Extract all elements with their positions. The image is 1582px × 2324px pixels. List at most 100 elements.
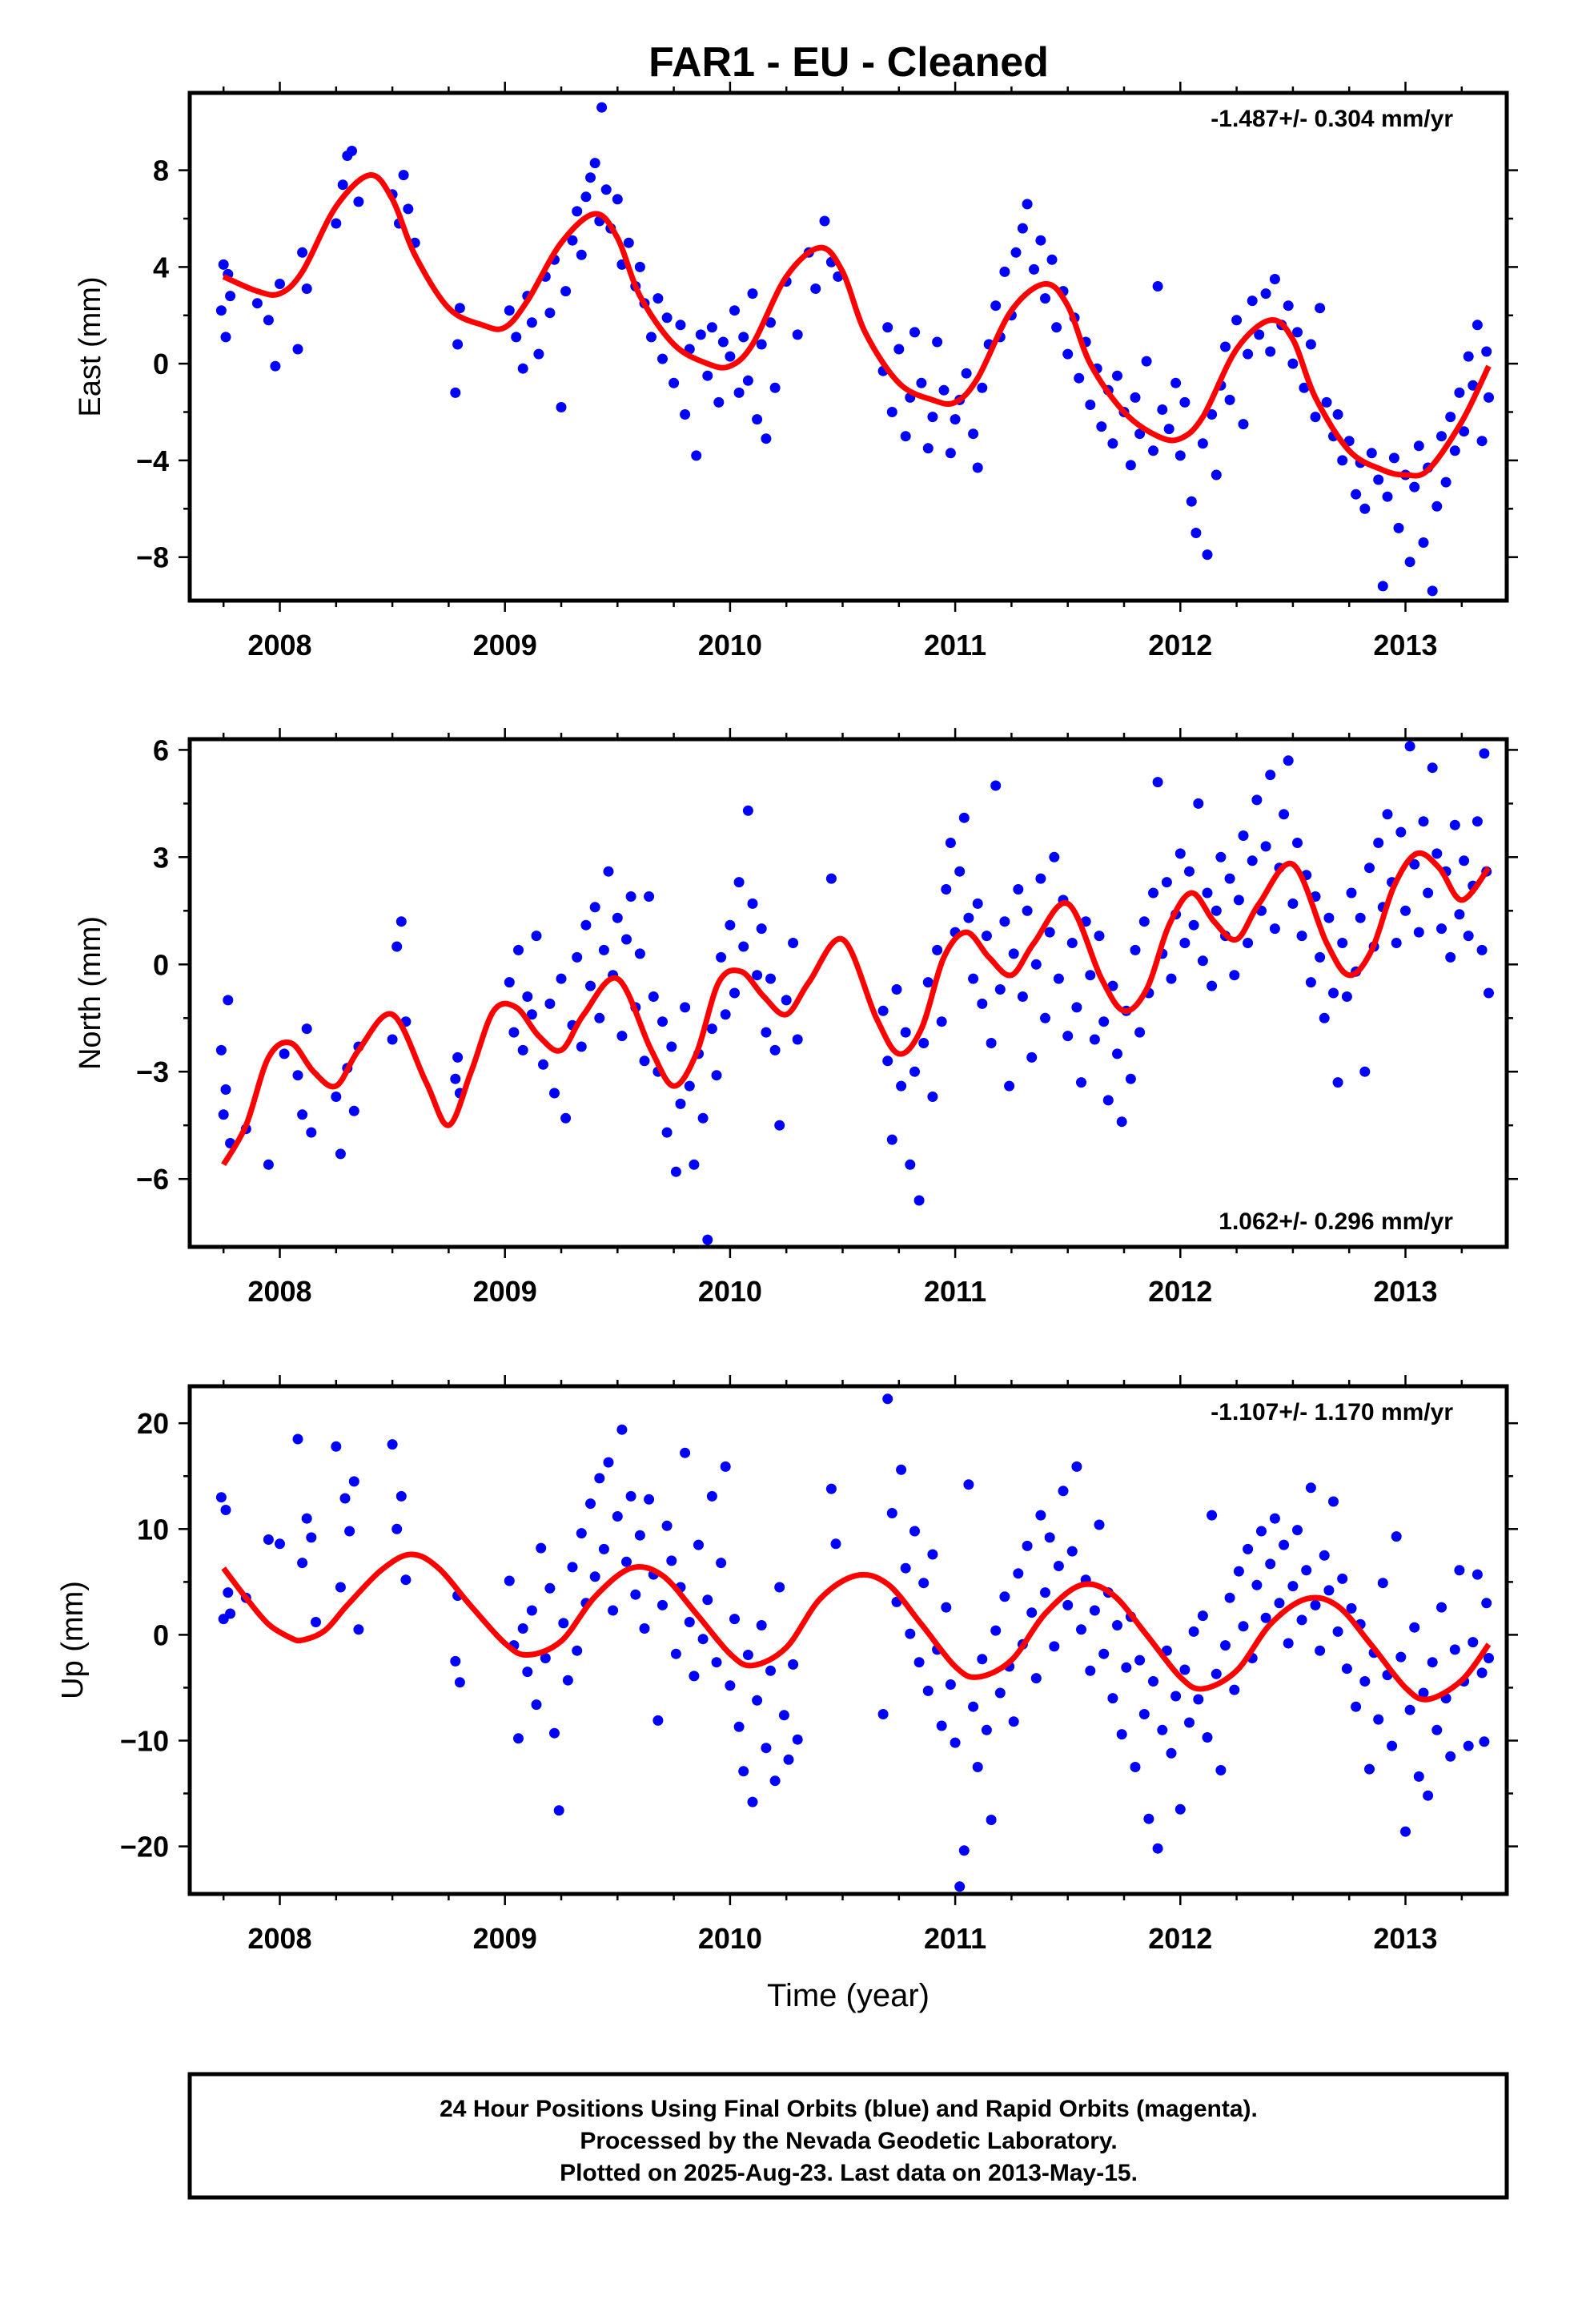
- data-point: [720, 1461, 731, 1472]
- data-point: [941, 1602, 952, 1613]
- data-point: [558, 1618, 569, 1629]
- data-point: [1332, 409, 1343, 420]
- data-point: [1427, 585, 1438, 597]
- data-point: [1315, 1645, 1326, 1656]
- data-point: [353, 196, 364, 207]
- data-point: [691, 450, 702, 461]
- data-point: [1207, 409, 1218, 420]
- data-point: [1211, 469, 1222, 480]
- x-tick-label: 2010: [698, 1275, 762, 1308]
- data-point: [585, 1498, 596, 1510]
- data-point: [1076, 1077, 1086, 1088]
- data-point: [580, 919, 592, 931]
- data-point: [1454, 909, 1465, 920]
- data-point: [1098, 1016, 1110, 1027]
- data-point: [621, 934, 632, 945]
- data-point: [1152, 777, 1163, 788]
- data-point: [711, 1070, 722, 1081]
- data-point: [1468, 1637, 1479, 1648]
- data-point: [513, 944, 524, 955]
- data-point: [621, 1556, 632, 1567]
- data-point: [562, 1675, 573, 1686]
- data-point: [1125, 460, 1136, 471]
- data-point: [1283, 755, 1294, 766]
- x-tick-label: 2012: [1148, 1275, 1212, 1308]
- data-point: [1089, 1034, 1100, 1045]
- data-point: [994, 984, 1006, 995]
- data-point: [513, 1733, 524, 1744]
- data-point: [576, 249, 587, 260]
- data-point: [450, 1073, 461, 1084]
- data-point: [1152, 281, 1163, 292]
- data-point: [761, 1027, 772, 1038]
- y-axis-label: East (mm): [74, 276, 107, 416]
- data-point: [1355, 912, 1366, 923]
- data-point: [1044, 1532, 1055, 1543]
- data-point: [1215, 1765, 1227, 1775]
- data-point: [945, 448, 956, 459]
- data-point: [1346, 1602, 1357, 1614]
- data-point: [886, 1508, 897, 1518]
- data-point: [1463, 351, 1474, 362]
- data-point: [450, 1655, 461, 1667]
- data-point: [511, 332, 522, 343]
- data-point: [504, 1575, 515, 1586]
- data-point: [1404, 1704, 1415, 1715]
- data-point: [612, 1511, 623, 1522]
- data-point: [1161, 877, 1172, 888]
- data-point: [223, 995, 234, 1006]
- data-point: [251, 298, 263, 309]
- data-point: [1134, 1655, 1146, 1666]
- data-point: [279, 1048, 290, 1059]
- data-point: [778, 1710, 789, 1721]
- data-point: [1174, 450, 1186, 461]
- data-point: [1449, 445, 1460, 456]
- data-point: [1134, 1027, 1146, 1038]
- data-point: [941, 884, 952, 895]
- data-point: [567, 235, 578, 246]
- data-point: [689, 1159, 700, 1170]
- data-point: [1179, 396, 1191, 408]
- data-point: [896, 1464, 907, 1475]
- data-point: [1197, 955, 1208, 967]
- data-point: [1265, 1558, 1276, 1570]
- data-point: [738, 941, 749, 952]
- data-point: [1449, 1644, 1460, 1655]
- data-point: [792, 1734, 803, 1745]
- footer-line-3: Plotted on 2025-Aug-23. Last data on 201…: [560, 2160, 1138, 2186]
- data-point: [1409, 481, 1420, 493]
- data-point: [1279, 809, 1290, 820]
- data-point: [936, 1016, 947, 1027]
- data-point: [1400, 1826, 1411, 1837]
- data-point: [1431, 848, 1443, 859]
- data-point: [297, 1109, 308, 1120]
- data-point: [1130, 392, 1141, 403]
- data-point: [1107, 980, 1118, 991]
- data-point: [1445, 412, 1456, 423]
- data-point: [526, 317, 537, 328]
- data-point: [526, 1605, 537, 1616]
- y-tick-label: −4: [136, 444, 169, 477]
- data-point: [301, 1513, 312, 1524]
- data-point: [752, 414, 763, 425]
- data-point: [774, 1582, 785, 1593]
- data-point: [1373, 838, 1384, 848]
- data-point: [1251, 794, 1263, 806]
- data-point: [666, 1555, 677, 1566]
- data-point: [567, 1562, 578, 1573]
- data-point: [1049, 851, 1060, 862]
- data-point: [1035, 873, 1046, 884]
- data-point: [684, 1617, 695, 1627]
- data-point: [400, 1574, 412, 1586]
- data-point: [387, 1439, 398, 1450]
- y-tick-label: −3: [136, 1055, 169, 1088]
- data-point: [756, 923, 767, 935]
- data-point: [215, 305, 227, 316]
- data-point: [1051, 322, 1062, 333]
- data-point: [623, 237, 634, 248]
- data-point: [625, 891, 636, 902]
- data-point: [215, 1492, 227, 1503]
- data-point: [1202, 1732, 1213, 1743]
- data-point: [909, 1526, 920, 1537]
- data-point: [452, 1051, 464, 1063]
